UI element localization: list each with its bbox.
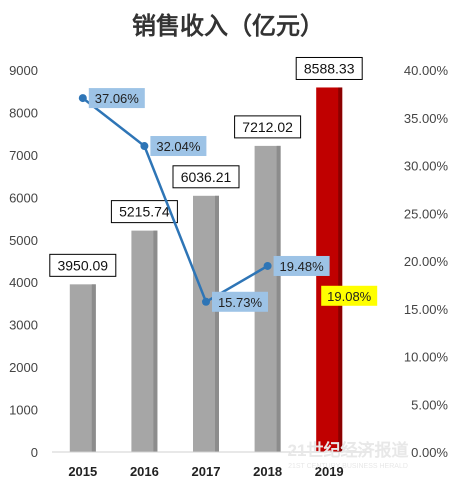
x-axis-tick-label: 2015: [68, 464, 97, 479]
bar-value-label-text: 8588.33: [304, 60, 355, 76]
right-axis-tick-label: 25.00%: [404, 206, 449, 221]
bar-value-label-box: [49, 253, 117, 277]
line-value-label-text: 32.04%: [156, 139, 201, 154]
left-axis-tick-label: 9000: [9, 63, 38, 78]
line-point: [78, 94, 87, 103]
right-axis-tick-label: 35.00%: [404, 111, 449, 126]
x-axis-tick-label: 2018: [253, 464, 282, 479]
right-axis-tick-label: 0.00%: [411, 445, 448, 460]
line-value-label: 32.04%: [150, 136, 207, 157]
bar-shade: [91, 284, 96, 452]
bar-value-label-box: [110, 200, 178, 224]
bar-value-label: 3950.09: [49, 253, 117, 277]
line-point: [140, 142, 149, 151]
left-axis-tick-label: 6000: [9, 190, 38, 205]
bar-value-label-box: [295, 56, 363, 80]
line-value-label-box: [150, 136, 207, 157]
bar-value-label: 7212.02: [234, 115, 302, 139]
line-value-label: 19.08%: [321, 285, 378, 306]
left-y-axis: 0 1000 2000 3000 4000 5000 6000 7000 8000 9000: [9, 63, 38, 460]
line-value-label-text: 15.73%: [218, 295, 263, 310]
left-axis-tick-label: 3000: [9, 318, 38, 333]
line-point: [263, 261, 272, 270]
bar: [193, 195, 219, 452]
left-axis-tick-label: 5000: [9, 233, 38, 248]
bar-shade: [276, 145, 281, 452]
right-axis-tick-label: 30.00%: [404, 159, 449, 174]
bar-value-label: 8588.33: [295, 56, 363, 80]
x-axis-tick-label: 2016: [130, 464, 159, 479]
bar-value-label-text: 7212.02: [242, 119, 293, 135]
right-axis-tick-label: 20.00%: [404, 254, 449, 269]
line-value-label-text: 19.08%: [327, 289, 372, 304]
line-value-label: 37.06%: [88, 88, 145, 109]
bar-value-label: 5215.74: [110, 200, 178, 224]
bar-value-label-text: 3950.09: [57, 257, 108, 273]
bar-value-label-box: [172, 165, 240, 189]
chart-title: 销售收入（亿元）: [132, 12, 324, 40]
line-value-label-box: [273, 255, 330, 276]
line-value-label-text: 37.06%: [95, 91, 140, 106]
bar-value-labels: 3950.09 5215.74 6036.21 7212.02 8588.33: [49, 56, 363, 277]
left-axis-tick-label: 0: [31, 445, 38, 460]
x-axis-tick-label: 2019: [315, 464, 344, 479]
line-path: [82, 97, 269, 304]
right-axis-tick-label: 15.00%: [404, 302, 449, 317]
bar-shade: [215, 195, 219, 452]
line-value-label-box: [321, 285, 378, 306]
bar-value-label-text: 6036.21: [181, 169, 232, 185]
bar-value-label-box: [234, 115, 302, 139]
right-axis-tick-label: 5.00%: [411, 397, 448, 412]
left-axis-tick-label: 1000: [9, 403, 38, 418]
line-value-label-text: 19.48%: [280, 259, 325, 274]
line-value-label-box: [212, 291, 268, 312]
right-axis-tick-label: 40.00%: [404, 63, 449, 78]
bar: [69, 284, 96, 452]
left-axis-tick-label: 2000: [9, 360, 38, 375]
bar-shade: [153, 230, 158, 452]
bar-shade: [338, 87, 343, 452]
line-point: [202, 297, 210, 306]
x-axis-tick-label: 2017: [192, 464, 221, 479]
line-value-label: 19.48%: [273, 255, 330, 276]
left-axis-tick-label: 7000: [9, 148, 38, 163]
bar: [131, 230, 158, 452]
x-axis: 2015 2016 2017 2018 2019: [52, 451, 370, 479]
watermark-main: 21世纪经济报道: [288, 440, 409, 460]
line-value-label-box: [88, 88, 145, 109]
left-axis-tick-label: 8000: [9, 105, 38, 120]
bar-value-label-text: 5215.74: [119, 204, 170, 220]
bar-value-label: 6036.21: [172, 165, 240, 189]
watermark-sub: 21ST CENTURY BUSINESS HERALD: [288, 463, 408, 470]
line-series: 37.06% 32.04% 15.73% 19.48%19.08%: [78, 88, 378, 312]
left-axis-tick-label: 4000: [9, 275, 38, 290]
watermark: 21世纪经济报道 21ST CENTURY BUSINESS HERALD: [288, 440, 409, 470]
right-y-axis: 0.00% 5.00% 10.00% 15.00% 20.00% 25.00% 30.00%…: [404, 63, 449, 460]
line-value-label: 15.73%: [212, 291, 268, 312]
right-axis-tick-label: 10.00%: [404, 350, 449, 365]
